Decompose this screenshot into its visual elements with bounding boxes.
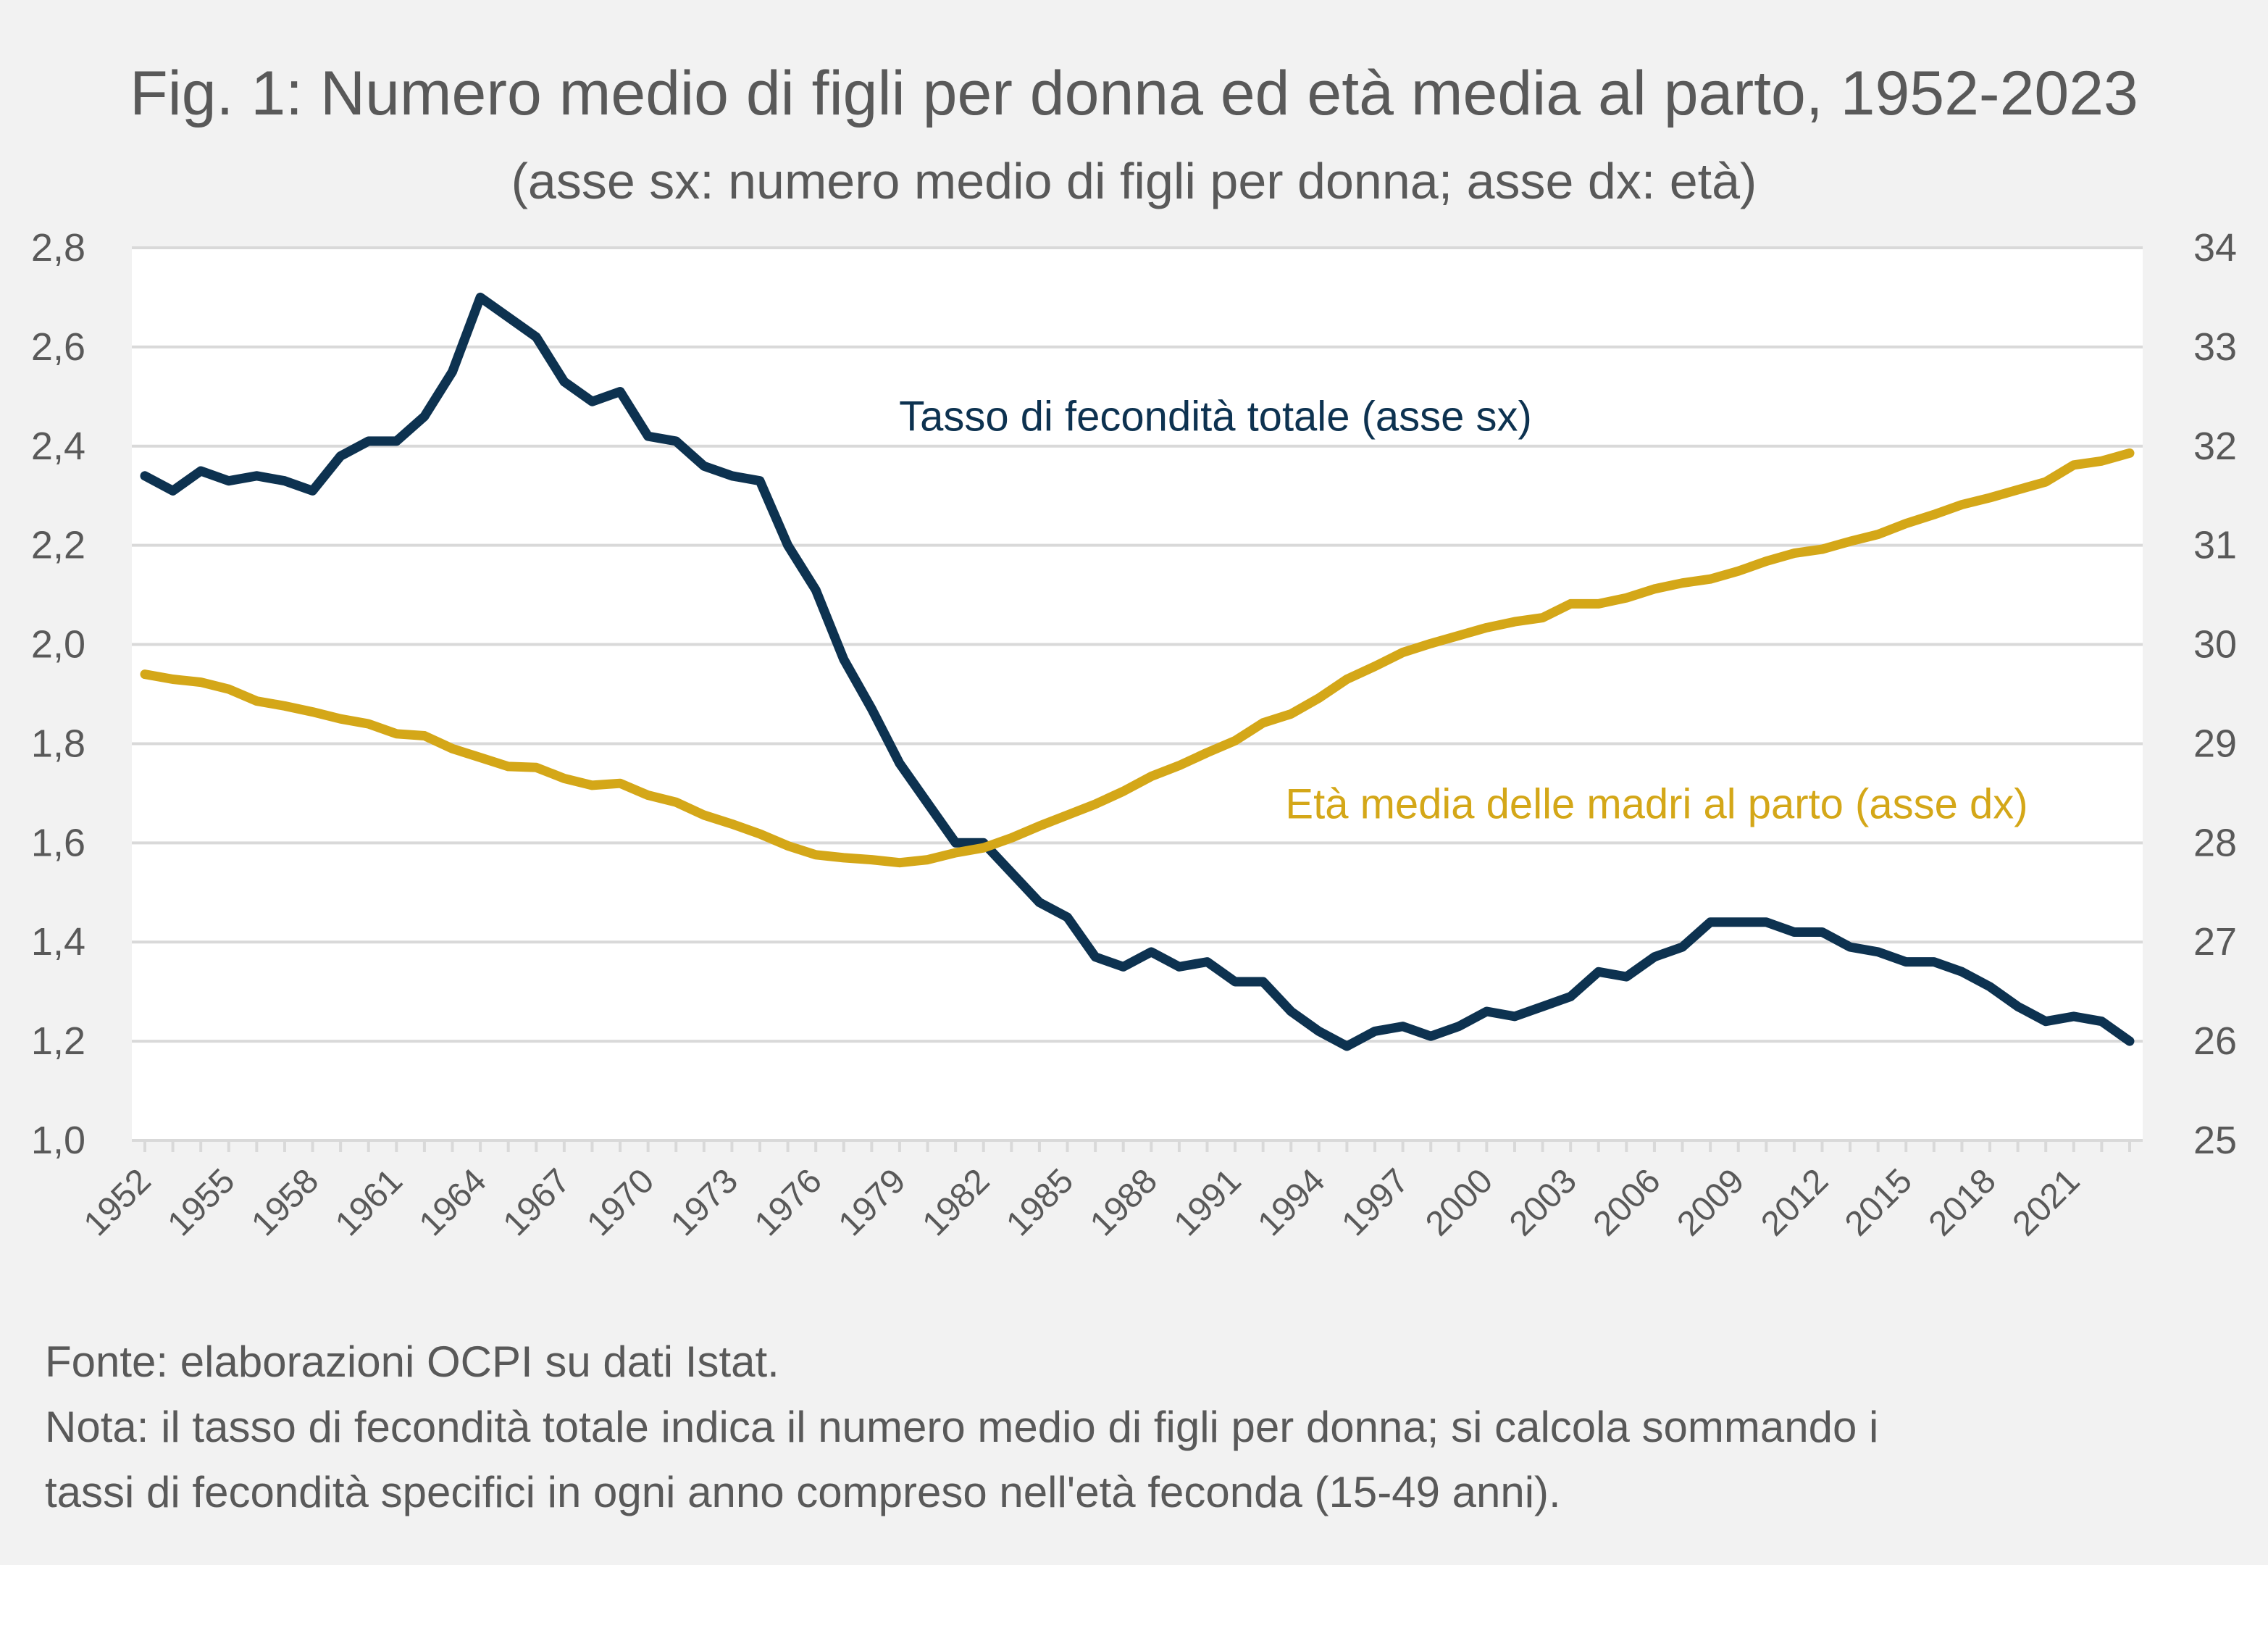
y-left-tick-label: 2,2 bbox=[31, 524, 85, 567]
y-right-tick-label: 27 bbox=[2193, 920, 2237, 964]
x-tick-label: 1991 bbox=[1167, 1161, 1249, 1243]
y-left-tick-label: 2,4 bbox=[31, 425, 85, 468]
y-right-tick-label: 31 bbox=[2193, 524, 2237, 567]
x-tick-label: 1988 bbox=[1083, 1161, 1165, 1243]
x-tick-label: 1982 bbox=[916, 1161, 997, 1243]
y-right-tick-label: 26 bbox=[2193, 1019, 2237, 1063]
y-left-tick-label: 1,6 bbox=[31, 821, 85, 864]
y-left-tick-label: 1,2 bbox=[31, 1019, 85, 1063]
y-right-tick-label: 33 bbox=[2193, 325, 2237, 369]
x-tick-label: 1955 bbox=[161, 1161, 243, 1243]
source-note: Fonte: elaborazioni OCPI su dati Istat. bbox=[45, 1337, 779, 1386]
x-tick-label: 2018 bbox=[1922, 1161, 2004, 1243]
x-tick-label: 1973 bbox=[664, 1161, 745, 1243]
mother-age-line bbox=[140, 448, 2135, 868]
chart-title: Fig. 1: Numero medio di figli per donna … bbox=[130, 59, 2138, 128]
x-tick-label: 2021 bbox=[2006, 1161, 2088, 1243]
note-line-1: Nota: il tasso di fecondità totale indic… bbox=[45, 1403, 1879, 1451]
y-left-tick-label: 2,0 bbox=[31, 623, 85, 667]
y-left-tick-label: 2,8 bbox=[31, 226, 85, 270]
x-tick-label: 1976 bbox=[748, 1161, 829, 1243]
x-tick-label: 1958 bbox=[244, 1161, 326, 1243]
x-tick-label: 1985 bbox=[999, 1161, 1081, 1243]
y-right-tick-label: 32 bbox=[2193, 425, 2237, 468]
x-tick-label: 1967 bbox=[496, 1161, 578, 1243]
y-left-tick-label: 1,0 bbox=[31, 1119, 85, 1162]
x-tick-label: 1961 bbox=[328, 1161, 410, 1243]
fertility-series-label: Tasso di fecondità totale (asse sx) bbox=[899, 393, 1532, 441]
y-right-tick-label: 29 bbox=[2193, 722, 2237, 765]
y-right-tick-label: 30 bbox=[2193, 623, 2237, 667]
fertility-rate-line bbox=[140, 292, 2135, 1051]
x-tick-label: 2006 bbox=[1586, 1161, 1668, 1243]
note-line-2: tassi di fecondità specifici in ogni ann… bbox=[45, 1468, 1561, 1516]
y-left-tick-label: 2,6 bbox=[31, 325, 85, 369]
age-series-label: Età media delle madri al parto (asse dx) bbox=[1285, 781, 2028, 828]
y-right-tick-label: 34 bbox=[2193, 226, 2237, 270]
y-right-tick-label: 25 bbox=[2193, 1119, 2237, 1162]
x-tick-label: 2009 bbox=[1670, 1161, 1752, 1243]
x-tick-label: 1970 bbox=[579, 1161, 661, 1243]
x-tick-label: 1952 bbox=[77, 1161, 159, 1243]
x-tick-label: 1994 bbox=[1251, 1161, 1333, 1243]
x-tick-label: 1979 bbox=[832, 1161, 913, 1243]
plot-area bbox=[132, 248, 2143, 1140]
x-tick-label: 2003 bbox=[1502, 1161, 1584, 1243]
x-tick-label: 1964 bbox=[412, 1161, 494, 1243]
y-left-tick-label: 1,4 bbox=[31, 920, 85, 964]
y-left-tick-label: 1,8 bbox=[31, 722, 85, 765]
y-right-tick-label: 28 bbox=[2193, 821, 2237, 864]
x-tick-label: 2015 bbox=[1838, 1161, 1920, 1243]
x-tick-label: 2012 bbox=[1754, 1161, 1836, 1243]
x-tick-label: 2000 bbox=[1418, 1161, 1500, 1243]
x-tick-label: 1997 bbox=[1334, 1161, 1416, 1243]
chart-subtitle: (asse sx: numero medio di figli per donn… bbox=[511, 153, 1757, 209]
